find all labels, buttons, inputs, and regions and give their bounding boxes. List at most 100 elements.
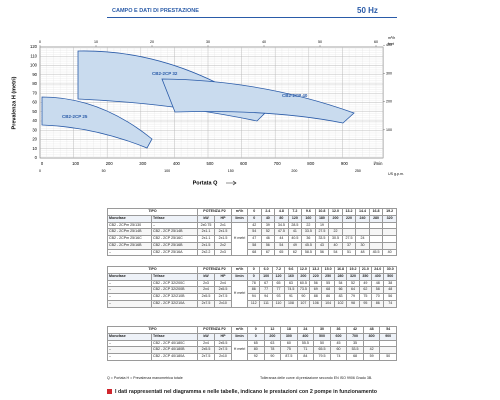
head-cell: 104	[321, 299, 335, 308]
empty-cell	[382, 221, 397, 230]
flow-cell: 36	[329, 326, 348, 334]
flow-cell: 120	[271, 272, 286, 281]
header-row: TIPO POTENZA P2 m³/h 0 2.4 4.8 7.2 9.6 10.8 12.0 1…	[106, 208, 397, 216]
head-cell: 59	[362, 353, 381, 361]
empty-cell	[379, 339, 397, 348]
head-cell: 53.5	[346, 346, 364, 355]
head-cell: 78	[246, 279, 261, 288]
head-cell: 67	[260, 248, 276, 257]
flow-cell: 200	[296, 272, 311, 281]
head-cell: 71	[296, 346, 315, 355]
y-tick-label: 90	[32, 72, 37, 77]
head-cell: 28.5	[287, 221, 303, 230]
flow-cell: 400	[296, 332, 315, 341]
head-cell: 50	[313, 339, 331, 348]
empty-cell	[382, 228, 397, 237]
y-tick-label: 50	[32, 109, 37, 114]
head-cell: 55	[321, 279, 335, 288]
power-cell: 2x4	[197, 339, 216, 348]
flow-cell: 200	[263, 332, 282, 341]
head-cell: 58	[247, 241, 262, 250]
header-cell: Trifase	[150, 214, 199, 223]
empty-cell	[382, 241, 397, 250]
flow-cell: 30.0	[383, 266, 397, 274]
head-cell: 74.5	[284, 286, 298, 295]
unit-cell: H metri	[231, 221, 249, 257]
header-cell: HP	[214, 272, 233, 281]
head-cell: 38	[383, 279, 397, 288]
model-cell: CB2 - 2CP 25/16C	[150, 235, 199, 243]
head-cell: 47	[247, 235, 262, 243]
head-cell: 48	[383, 286, 397, 295]
head-cell: 70	[371, 293, 385, 301]
top-tick-label: 60	[374, 40, 378, 44]
header-cell: TIPO	[106, 208, 199, 216]
header-cell: Monofase	[107, 214, 152, 223]
head-cell: 54	[274, 241, 289, 250]
flow-cell: 120	[287, 214, 303, 223]
head-cell: 63	[263, 339, 282, 348]
y-tick-label: 100	[30, 63, 38, 68]
head-cell: 86	[246, 286, 261, 295]
model-cell: –	[107, 299, 152, 308]
head-cell: 102	[333, 299, 348, 308]
head-cell: 48	[371, 279, 385, 288]
x-tick-label: 100	[72, 161, 80, 166]
frequency: 50 Hz	[357, 6, 378, 15]
header-cell: l/min	[231, 214, 249, 223]
flow-cell: 24	[296, 326, 315, 334]
flow-cell: 800	[362, 332, 381, 341]
right-tick-label: 100	[386, 128, 392, 132]
flow-cell: 16.8	[368, 208, 384, 216]
model-cell: CB2 - 2CP 40/180B	[150, 346, 199, 355]
gpm-tick-label: 200	[291, 169, 297, 173]
header-cell: TIPO	[106, 326, 199, 334]
head-cell: 56	[260, 241, 276, 250]
power-cell: 2x2	[214, 241, 233, 250]
power-cell: 2x10	[214, 353, 233, 361]
head-cell: 49	[287, 241, 303, 250]
power-cell: 2x7.5	[214, 346, 233, 355]
header-cell: Monofase	[107, 332, 152, 341]
head-cell: 67	[259, 279, 273, 288]
power-cell: 2x1.5	[197, 241, 216, 250]
top-tick-label: 10	[94, 40, 98, 44]
power-cell: 2x1.5	[214, 228, 233, 237]
flow-cell: 220	[341, 214, 357, 223]
x-tick-label: 400	[173, 161, 181, 166]
title-rule	[107, 17, 397, 18]
flow-cell: 320	[382, 214, 397, 223]
flow-cell: 600	[329, 332, 348, 341]
model-cell: –	[107, 346, 152, 355]
head-cell: 49	[358, 279, 373, 288]
model-cell: CB2 - 2CP 25/16B	[150, 241, 199, 250]
y-tick-label: 80	[32, 81, 37, 86]
flow-cell: 400	[371, 272, 385, 281]
head-cell: 80	[247, 346, 265, 355]
footnote-legend: Q = Portata H = Prevalenza manometrica t…	[107, 376, 183, 380]
x-tick-label: 500	[207, 161, 215, 166]
head-cell: 62	[358, 286, 373, 295]
head-cell: 66	[333, 286, 348, 295]
flow-cell: 500	[313, 332, 331, 341]
flow-cell: 21.0	[358, 266, 373, 274]
head-cell: 50	[379, 353, 397, 361]
head-cell: 112	[246, 299, 261, 308]
header-cell: Trifase	[150, 272, 199, 281]
x-axis-title: Portata Q	[193, 180, 218, 186]
head-cell: 56	[314, 248, 330, 257]
empty-cell	[379, 346, 397, 355]
note-marker	[107, 389, 112, 394]
header-cell: l/min	[231, 272, 249, 281]
empty-cell	[368, 241, 384, 250]
x-tick-label: 900	[341, 161, 349, 166]
head-cell: 33.5	[314, 235, 330, 243]
head-cell: 24	[355, 235, 370, 243]
flow-cell: 15.0	[321, 266, 335, 274]
head-cell: 86	[371, 299, 385, 308]
data-row: CB2 - 2CPm 25/14B CB2 - 2CP 25/14B 2x1.1 2x…	[107, 228, 397, 237]
region-label: CB2-2CP 25	[62, 114, 88, 119]
empty-cell	[362, 339, 381, 348]
data-row: – CB2 - 2CP 32/200C 2x3 2x4 H metri 78 67 65 63 6…	[107, 279, 397, 308]
head-cell: 45	[329, 339, 348, 348]
